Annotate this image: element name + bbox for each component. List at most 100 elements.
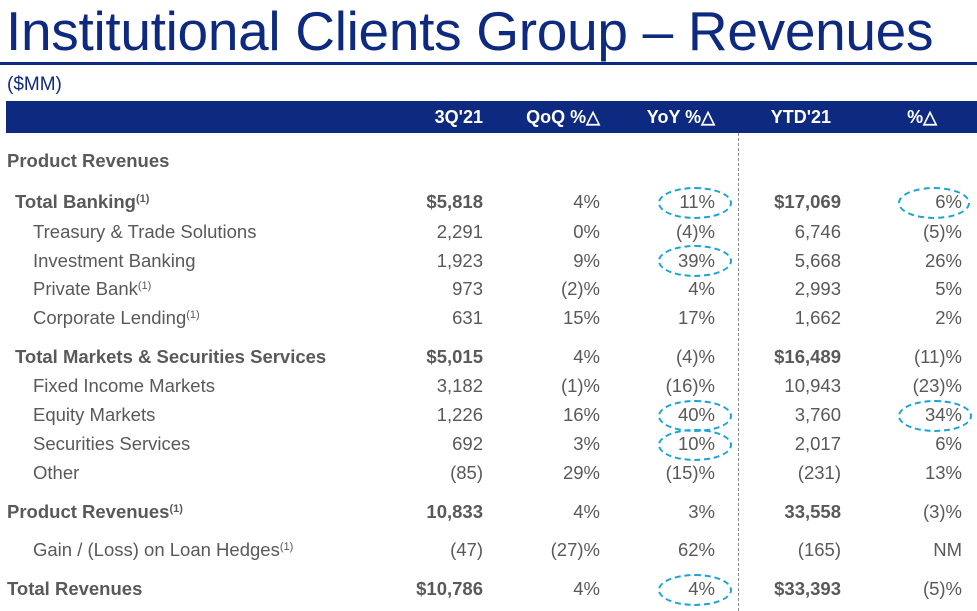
table-cell: 5% — [935, 278, 962, 299]
table-cell: 33,558 — [784, 501, 841, 522]
table-row: Treasury & Trade Solutions 2,291 0% (4)% 6,7… — [0, 217, 977, 246]
row-label: Equity Markets — [33, 400, 155, 429]
row-label: Gain / (Loss) on Loan Hedges(1) — [33, 535, 293, 564]
table-cell: (4)% — [675, 346, 715, 367]
table-row: Securities Services 692 3% 10% 2,017 6% — [0, 429, 977, 458]
row-label: Securities Services — [33, 429, 190, 458]
footnote-marker: (1) — [169, 503, 183, 515]
table-cell: (47) — [450, 539, 483, 560]
row-label: Investment Banking — [33, 246, 195, 275]
table-cell: (16)% — [665, 375, 715, 396]
table-cell: (2)% — [560, 278, 600, 299]
table-cell: (5)% — [922, 221, 962, 242]
column-divider — [738, 133, 739, 611]
table-cell: (3)% — [922, 501, 962, 522]
column-header-qoq: QoQ %△ — [526, 107, 600, 127]
table-row: Investment Banking 1,923 9% 39% 5,668 26% — [0, 246, 977, 275]
table-row: Equity Markets 1,226 16% 40% 3,760 34% — [0, 400, 977, 429]
table-cell: (11)% — [914, 346, 962, 367]
row-label-text: Other — [33, 462, 80, 483]
page-title: Institutional Clients Group – Revenues — [6, 0, 934, 62]
row-label: Total Revenues — [7, 574, 142, 603]
table-cell: 4% — [573, 501, 600, 522]
table-cell: 2,291 — [436, 221, 483, 242]
table-header: 3Q'21 QoQ %△ YoY %△ YTD'21 %△ — [6, 101, 977, 133]
table-row: Total Markets & Securities Services $5,01… — [0, 342, 977, 371]
highlight-circle — [658, 245, 732, 277]
table-cell: 15% — [562, 307, 600, 328]
table-row: Fixed Income Markets 3,182 (1)% (16)% 10,943… — [0, 371, 977, 400]
column-header-ytd-change: %△ — [907, 107, 937, 127]
table-cell: 29% — [562, 462, 600, 483]
table-cell: 9% — [573, 250, 600, 271]
highlight-circle — [658, 429, 732, 461]
table-cell: 16% — [562, 404, 600, 425]
highlight-circle — [898, 187, 970, 219]
row-label: Fixed Income Markets — [33, 371, 215, 400]
table-row: Private Bank(1) 973 (2)% 4% 2,993 5% — [0, 274, 977, 303]
table-row: Total Revenues $10,786 4% 4% $33,393 (5)% — [0, 574, 977, 603]
column-header-3q21: 3Q'21 — [434, 107, 483, 127]
table-cell: 1,923 — [436, 250, 483, 271]
table-row: Gain / (Loss) on Loan Hedges(1) (47) (27)%… — [0, 535, 977, 564]
table-cell: $17,069 — [774, 191, 841, 212]
table-cell: 2% — [935, 307, 962, 328]
table-cell: 62% — [677, 539, 715, 560]
table-cell: 13% — [924, 462, 962, 483]
table-cell: (23)% — [912, 375, 962, 396]
table-cell: 2,017 — [794, 433, 841, 454]
table-cell: 10,943 — [784, 375, 841, 396]
table-cell: (1)% — [560, 375, 600, 396]
table-cell: (85) — [450, 462, 483, 483]
column-header-ytd21: YTD'21 — [770, 107, 831, 127]
footnote-marker: (1) — [135, 193, 150, 205]
table-cell: 631 — [452, 307, 483, 328]
row-label-text: Total Markets & Securities Services — [15, 346, 327, 367]
table-cell: $16,489 — [774, 346, 841, 367]
column-header-yoy: YoY %△ — [646, 107, 715, 127]
table-cell: $5,818 — [426, 191, 483, 212]
row-label-text: Equity Markets — [33, 404, 156, 425]
table-row: Other (85) 29% (15)% (231) 13% — [0, 458, 977, 487]
table-cell: 17% — [677, 307, 715, 328]
highlight-circle — [658, 187, 732, 219]
row-label-text: Corporate Lending — [33, 307, 187, 328]
row-label: Corporate Lending(1) — [33, 303, 200, 332]
table-cell: 0% — [573, 221, 600, 242]
row-label: Private Bank(1) — [33, 274, 151, 303]
table-cell: 4% — [688, 278, 715, 299]
table-cell: 973 — [452, 278, 483, 299]
footnote-marker: (1) — [186, 309, 200, 321]
row-label-text: Fixed Income Markets — [33, 375, 215, 396]
row-label-text: Securities Services — [33, 433, 191, 454]
table-cell: 4% — [573, 191, 600, 212]
table-cell: $33,393 — [774, 578, 841, 599]
row-label: Total Banking(1) — [15, 187, 149, 216]
table-cell: 26% — [924, 250, 962, 271]
table-row: Total Banking(1) $5,818 4% 11% $17,069 6% — [0, 187, 977, 216]
row-label: Treasury & Trade Solutions — [33, 217, 256, 246]
table-cell: (231) — [797, 462, 841, 483]
table-cell: 3,182 — [436, 375, 483, 396]
table-cell: 3% — [688, 501, 715, 522]
footnote-marker: (1) — [137, 280, 152, 292]
footnote-marker: (1) — [279, 541, 294, 553]
table-cell: 3% — [573, 433, 600, 454]
row-label-text: Total Revenues — [7, 578, 143, 599]
section-label: Product Revenues — [7, 150, 170, 171]
table-cell: 6,746 — [794, 221, 841, 242]
table-cell: 692 — [452, 433, 483, 454]
row-label-text: Total Banking — [15, 191, 136, 212]
table-cell: (15)% — [665, 462, 715, 483]
table-cell: 2,993 — [794, 278, 841, 299]
table-cell: (4)% — [675, 221, 715, 242]
table-cell: 1,226 — [436, 404, 483, 425]
table-cell: 5,668 — [794, 250, 841, 271]
table-cell: (5)% — [922, 578, 962, 599]
table-cell: $5,015 — [426, 346, 483, 367]
table-cell: 6% — [935, 433, 962, 454]
highlight-circle — [898, 400, 972, 432]
table-cell: 1,662 — [794, 307, 841, 328]
row-label: Total Markets & Securities Services — [15, 342, 326, 371]
table-cell: $10,786 — [416, 578, 483, 599]
